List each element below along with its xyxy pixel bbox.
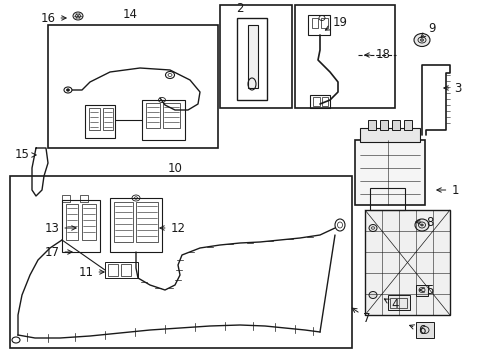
Text: 5: 5 (419, 284, 433, 297)
Bar (237, 18, 266, 100)
Bar (110, 198, 162, 252)
Bar (62, 195, 70, 202)
Text: 12: 12 (160, 221, 185, 234)
Text: 18: 18 (364, 49, 389, 62)
Bar (121, 264, 131, 276)
Bar (85, 105, 115, 138)
Ellipse shape (414, 219, 428, 231)
Ellipse shape (420, 39, 423, 41)
Ellipse shape (368, 225, 376, 231)
Bar (220, 5, 291, 108)
Bar (80, 195, 88, 202)
Bar (146, 103, 160, 128)
Bar (10, 176, 351, 348)
Text: 4: 4 (384, 298, 398, 311)
Bar (163, 103, 180, 128)
Bar (309, 95, 329, 108)
Text: 13: 13 (44, 221, 76, 234)
Text: 1: 1 (436, 184, 458, 197)
Bar (312, 97, 319, 106)
Text: 15: 15 (15, 148, 36, 162)
Text: 3: 3 (443, 81, 461, 94)
Bar (114, 202, 133, 242)
Ellipse shape (73, 12, 83, 20)
Text: 7: 7 (351, 308, 370, 324)
Bar (294, 5, 394, 108)
Bar (359, 128, 419, 142)
Bar (307, 15, 329, 35)
Text: 8: 8 (415, 216, 433, 229)
Bar (48, 25, 218, 148)
Bar (62, 200, 100, 252)
Bar (82, 204, 96, 240)
Text: 2: 2 (236, 1, 243, 14)
Bar (403, 120, 411, 130)
Bar (387, 295, 409, 310)
Bar (379, 120, 387, 130)
Text: 9: 9 (420, 22, 435, 37)
Bar (108, 264, 118, 276)
Bar (369, 188, 404, 210)
Bar (103, 108, 113, 130)
Text: 10: 10 (167, 162, 182, 175)
Text: 17: 17 (44, 246, 72, 258)
Text: 14: 14 (122, 8, 137, 21)
Bar (415, 322, 433, 338)
Bar (311, 18, 317, 28)
Bar (321, 97, 327, 106)
Ellipse shape (66, 89, 69, 91)
Bar (389, 298, 406, 308)
Bar (142, 100, 184, 140)
Bar (415, 285, 427, 296)
Bar (391, 120, 399, 130)
Bar (320, 18, 327, 28)
Bar (364, 210, 449, 315)
Bar (247, 25, 258, 88)
Bar (354, 140, 424, 205)
Bar (66, 204, 78, 240)
Bar (105, 262, 138, 278)
Bar (367, 120, 375, 130)
Ellipse shape (368, 292, 376, 298)
Text: 16: 16 (41, 12, 66, 24)
Ellipse shape (420, 224, 423, 226)
Text: 11: 11 (79, 266, 104, 279)
Text: 6: 6 (409, 324, 425, 337)
Text: 19: 19 (325, 15, 347, 30)
Bar (89, 108, 100, 130)
Ellipse shape (413, 33, 429, 46)
Bar (136, 202, 158, 242)
